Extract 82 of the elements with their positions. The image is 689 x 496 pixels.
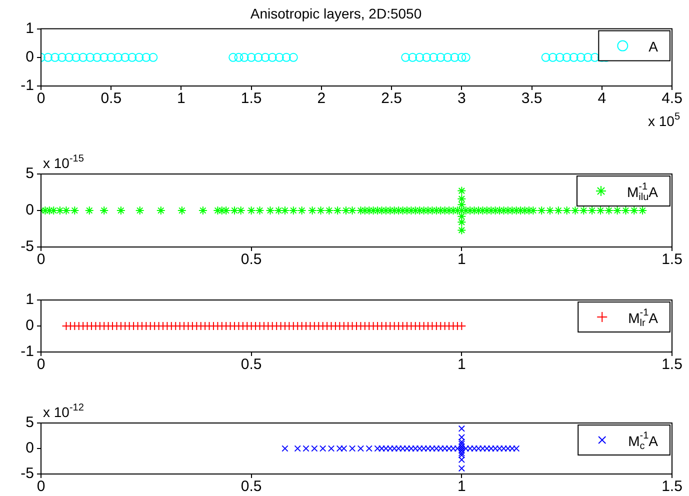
- point: [294, 445, 301, 452]
- x-tick-label: 0.5: [100, 90, 122, 108]
- x-tick-label: 1: [457, 251, 466, 268]
- point: [500, 445, 508, 452]
- point: [508, 445, 516, 452]
- point: [458, 425, 465, 432]
- point: [399, 445, 406, 452]
- x-tick-label: 1.5: [240, 90, 262, 108]
- point: [450, 445, 457, 452]
- point: [428, 445, 436, 452]
- point: [378, 445, 386, 452]
- x-tick-label: 0: [36, 356, 46, 374]
- y-tick-label: 1: [26, 20, 34, 37]
- point: [454, 445, 461, 452]
- x-tick-label: 0.5: [240, 356, 262, 374]
- point: [340, 445, 348, 452]
- point: [484, 445, 490, 452]
- point: [466, 445, 474, 452]
- y-tick-label: 1: [26, 291, 34, 308]
- point: [302, 445, 310, 452]
- point: [420, 445, 428, 452]
- point: [320, 445, 326, 452]
- point: [479, 445, 486, 452]
- point: [433, 445, 440, 452]
- y-tick-label: 0: [26, 202, 34, 219]
- point: [374, 445, 381, 452]
- legend-label: A: [648, 38, 659, 55]
- x-tick-label: 1.5: [662, 251, 682, 268]
- point: [504, 445, 512, 452]
- x-tick-label: 2: [317, 90, 326, 108]
- point: [416, 445, 423, 452]
- point: [492, 445, 499, 452]
- chart-title: Anisotropic layers, 2D:5050: [250, 5, 422, 22]
- x-tick-label: 0: [36, 90, 46, 108]
- y-tick-label: -5: [20, 465, 34, 482]
- y-tick-label: -1: [20, 343, 34, 360]
- y-tick-label: -5: [20, 238, 34, 256]
- point: [328, 445, 335, 452]
- point: [462, 445, 470, 452]
- x-tick-label: 3: [457, 90, 466, 108]
- point: [488, 445, 494, 452]
- x-tick-label: 0.5: [240, 478, 262, 496]
- y-tick-label: 0: [26, 317, 34, 334]
- x-tick-label: 4: [598, 90, 606, 108]
- point: [437, 445, 444, 452]
- point: [282, 445, 288, 452]
- y-tick-label: -1: [20, 77, 34, 94]
- point: [496, 445, 503, 452]
- y-tick-label: 0: [26, 48, 34, 66]
- point: [357, 445, 364, 452]
- point: [458, 465, 465, 472]
- x-tick-label: 1.5: [662, 478, 682, 496]
- x-tick-label: 0.5: [240, 251, 262, 268]
- x-tick-label: 4.5: [662, 90, 682, 108]
- point: [366, 445, 372, 452]
- y-tick-label: 5: [26, 414, 34, 432]
- point: [386, 445, 394, 452]
- point: [412, 445, 419, 452]
- point: [408, 445, 415, 452]
- y-tick-label: 0: [26, 440, 34, 457]
- point: [391, 445, 398, 452]
- x-tick-label: 2.5: [381, 90, 402, 108]
- x-tick-label: 1: [457, 478, 466, 496]
- point: [424, 445, 432, 452]
- point: [348, 445, 356, 452]
- point: [404, 445, 410, 452]
- x-tick-label: 0: [36, 478, 46, 496]
- point: [382, 445, 390, 452]
- x-tick-label: 1: [177, 90, 186, 108]
- point: [513, 445, 520, 452]
- point: [442, 445, 448, 452]
- y-tick-label: 5: [26, 165, 34, 182]
- x-tick-label: 1.5: [662, 356, 682, 374]
- point: [446, 445, 452, 452]
- x-tick-label: 1: [457, 356, 466, 374]
- point: [311, 445, 318, 452]
- point: [470, 445, 478, 452]
- x-tick-label: 0: [36, 251, 46, 268]
- x-tick-label: 3.5: [521, 90, 542, 108]
- point: [336, 445, 343, 452]
- point: [395, 445, 402, 452]
- point: [475, 445, 482, 452]
